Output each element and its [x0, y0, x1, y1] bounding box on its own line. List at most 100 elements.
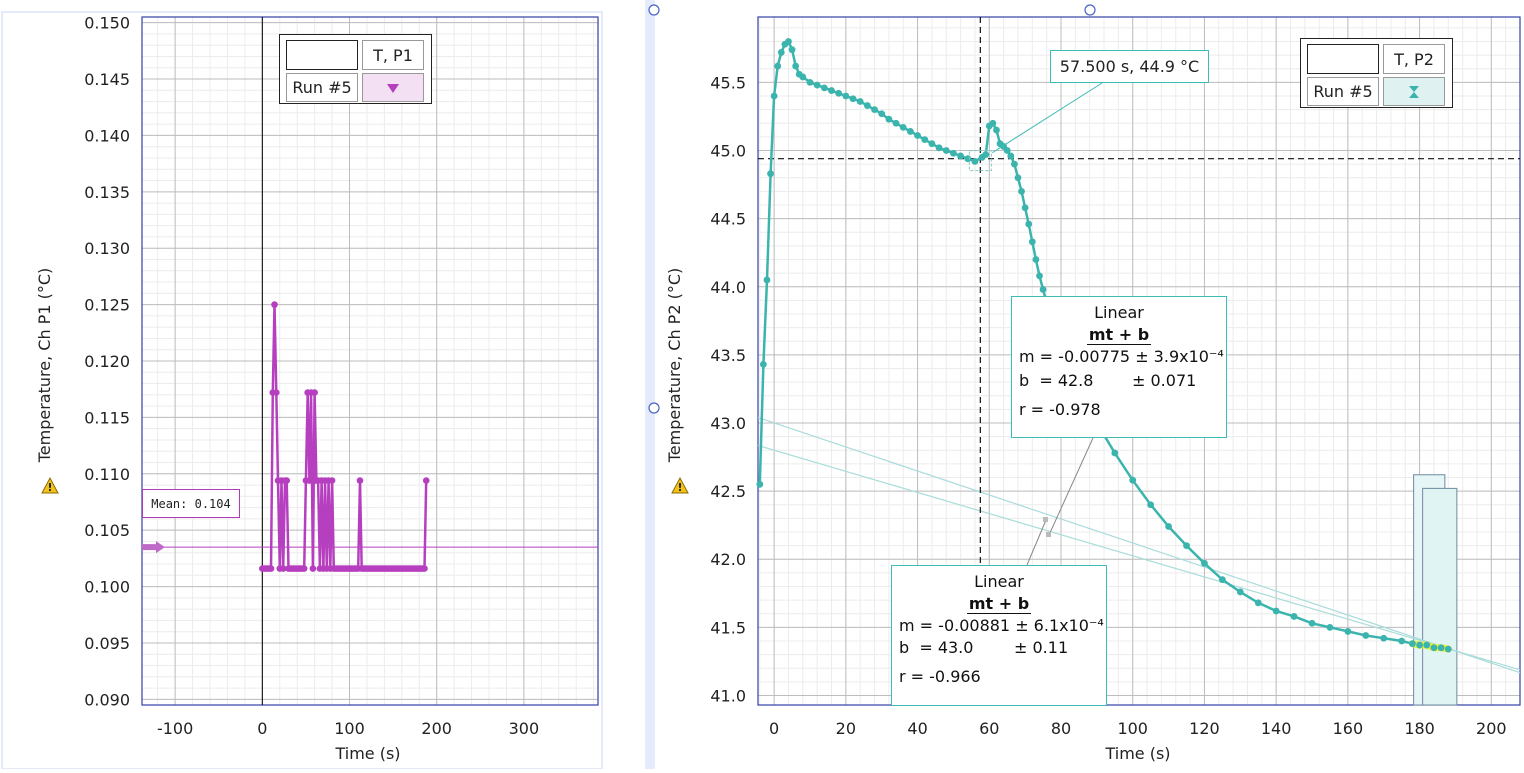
x-axis-label: Time (s): [1104, 744, 1170, 763]
fit-intercept-error: ± 0.11: [1014, 638, 1069, 657]
data-point: [1437, 644, 1445, 652]
y-axis-label: Temperature, Ch P2 (°C): [665, 268, 684, 464]
y-tick-label: 0.135: [84, 183, 130, 202]
data-point: [792, 62, 800, 70]
data-point: [1444, 645, 1452, 653]
data-point: [914, 132, 921, 139]
data-point: [1308, 619, 1316, 627]
left-legend[interactable]: T, P1 Run #5: [279, 34, 432, 104]
data-point: [806, 78, 814, 86]
data-point: [871, 106, 878, 114]
data-point: [942, 147, 950, 154]
data-point: [842, 92, 850, 100]
x-axis-label: Time (s): [334, 744, 400, 763]
x-tick-label: -100: [157, 719, 193, 738]
data-point: [1129, 476, 1137, 484]
data-point: [892, 119, 900, 127]
data-point: [309, 565, 317, 572]
x-tick-label: 0: [769, 719, 779, 738]
mean-marker: [142, 544, 156, 551]
x-tick-label: 140: [1261, 719, 1292, 738]
y-tick-label: 0.140: [84, 126, 130, 145]
data-point: [356, 477, 364, 484]
y-tick-label: 45.0: [710, 142, 746, 161]
data-point: [311, 389, 318, 396]
data-point: [1254, 599, 1262, 607]
data-point: [785, 38, 792, 45]
data-point: [950, 149, 957, 157]
resize-handle: [648, 402, 660, 414]
data-point: [283, 477, 291, 484]
y-tick-label: 42.0: [710, 550, 746, 569]
y-tick-label: 0.110: [84, 465, 130, 484]
coordinate-readout[interactable]: 57.500 s, 44.9 °C: [1050, 50, 1209, 83]
fit-equation: mt + b: [1086, 325, 1152, 345]
fit-intercept: b = 43.0: [899, 638, 974, 657]
data-point: [1380, 634, 1388, 642]
y-tick-label: 0.125: [84, 296, 130, 315]
right-legend[interactable]: T, P2 Run #5: [1300, 38, 1453, 108]
panel-divider[interactable]: [645, 0, 655, 769]
data-point: [1032, 256, 1040, 263]
x-tick-label: 60: [979, 719, 999, 738]
data-point: [1018, 187, 1025, 195]
y-axis-label: Temperature, Ch P1 (°C): [35, 268, 54, 464]
resize-handle: [648, 4, 660, 16]
x-tick-label: 80: [1051, 719, 1071, 738]
fit-intercept: b = 42.8: [1019, 371, 1094, 390]
data-point: [964, 155, 972, 163]
data-point: [1416, 641, 1423, 649]
cursor-marker: [968, 150, 992, 172]
y-tick-label: 0.115: [84, 408, 130, 427]
data-point: [1201, 559, 1208, 567]
data-point: [272, 389, 280, 396]
legend-channel-label: T, P1: [362, 40, 424, 70]
legend-marker-swatch: [362, 73, 424, 102]
fit-title: Linear: [974, 572, 1024, 591]
data-point: [835, 89, 843, 97]
y-tick-label: 0.095: [84, 634, 130, 653]
data-point: [1272, 607, 1280, 615]
y-tick-label: 41.0: [710, 686, 746, 705]
y-tick-label: 45.5: [710, 73, 746, 92]
data-point: [267, 565, 275, 572]
data-point: [1014, 174, 1022, 182]
data-point: [774, 62, 782, 70]
data-point: [907, 128, 914, 135]
data-point: [759, 361, 767, 368]
data-point: [763, 276, 771, 284]
fit-equation: mt + b: [966, 594, 1032, 614]
data-point: [1003, 147, 1011, 154]
data-point: [957, 152, 965, 160]
linear-fit-box-2[interactable]: Linear mt + b m = -0.00881 ± 6.1x10⁻⁴ b …: [891, 565, 1107, 706]
linear-fit-box-1[interactable]: Linear mt + b m = -0.00775 ± 3.9x10⁻⁴ b …: [1011, 296, 1227, 438]
chart-layer: -100 0 100 200 300 0.090 0.095 0.100 0.105 0.110 0…: [35, 14, 599, 763]
legend-marker-swatch: [1383, 77, 1445, 106]
data-point: [422, 477, 430, 484]
data-point: [1010, 160, 1018, 168]
x-tick-label: 200: [1476, 719, 1507, 738]
y-tick-label: 41.5: [710, 618, 746, 637]
data-point: [828, 87, 835, 94]
data-point: [756, 480, 764, 488]
data-point: [1028, 238, 1036, 246]
selection-region-2: [1422, 487, 1458, 706]
legend-run-label: Run #5: [1307, 77, 1379, 106]
fit-slope: m = -0.00881 ± 6.1x10⁻⁴: [899, 616, 1104, 635]
data-point: [1021, 204, 1029, 212]
y-tick-label: 0.090: [84, 690, 130, 709]
warning-icon: [671, 476, 689, 494]
data-point: [300, 565, 308, 572]
data-point: [993, 126, 1000, 134]
data-point: [777, 49, 785, 56]
data-point: [767, 170, 774, 178]
data-point: [306, 477, 313, 484]
plot-border: [757, 16, 1521, 706]
plot-border: [141, 16, 599, 706]
data-point: [1423, 641, 1431, 649]
data-point: [813, 81, 821, 89]
mean-label[interactable]: Mean: 0.104: [142, 489, 240, 518]
data-point: [921, 136, 929, 144]
data-point: [1398, 637, 1406, 645]
data-point: [989, 119, 997, 127]
